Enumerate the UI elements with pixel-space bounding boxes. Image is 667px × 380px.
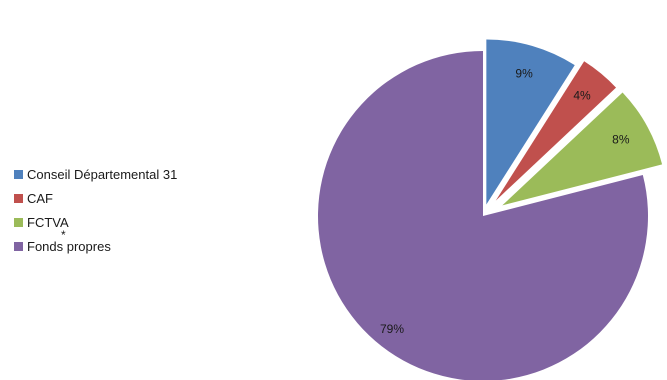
legend-label: FCTVA <box>27 214 69 230</box>
annotation-asterisk: * <box>61 228 66 242</box>
legend-swatch <box>14 169 23 179</box>
pie-slice-caf <box>495 61 617 201</box>
slice-data-label: 79% <box>380 322 404 336</box>
legend-item-caf: CAF <box>14 186 177 210</box>
legend-item-conseil-departemental: Conseil Départemental 31 <box>14 162 177 186</box>
legend-item-fonds-propres: Fonds propres <box>14 234 177 258</box>
legend-swatch <box>14 193 23 203</box>
legend-label: Fonds propres <box>27 238 111 254</box>
legend-swatch <box>14 241 23 251</box>
chart-legend: Conseil Départemental 31 CAF FCTVA Fonds… <box>14 162 177 258</box>
slice-data-label: 4% <box>573 89 591 103</box>
legend-item-fctva: FCTVA <box>14 210 177 234</box>
pie-slice-fctva <box>502 92 663 206</box>
legend-label: CAF <box>27 190 53 206</box>
slice-data-label: 9% <box>515 67 533 81</box>
pie-slice-conseil-d-partemental-31 <box>486 39 575 205</box>
legend-swatch <box>14 217 23 227</box>
pie-slice-fonds-propres <box>318 51 648 380</box>
slice-data-label: 8% <box>612 132 630 146</box>
legend-label: Conseil Départemental 31 <box>27 166 178 182</box>
